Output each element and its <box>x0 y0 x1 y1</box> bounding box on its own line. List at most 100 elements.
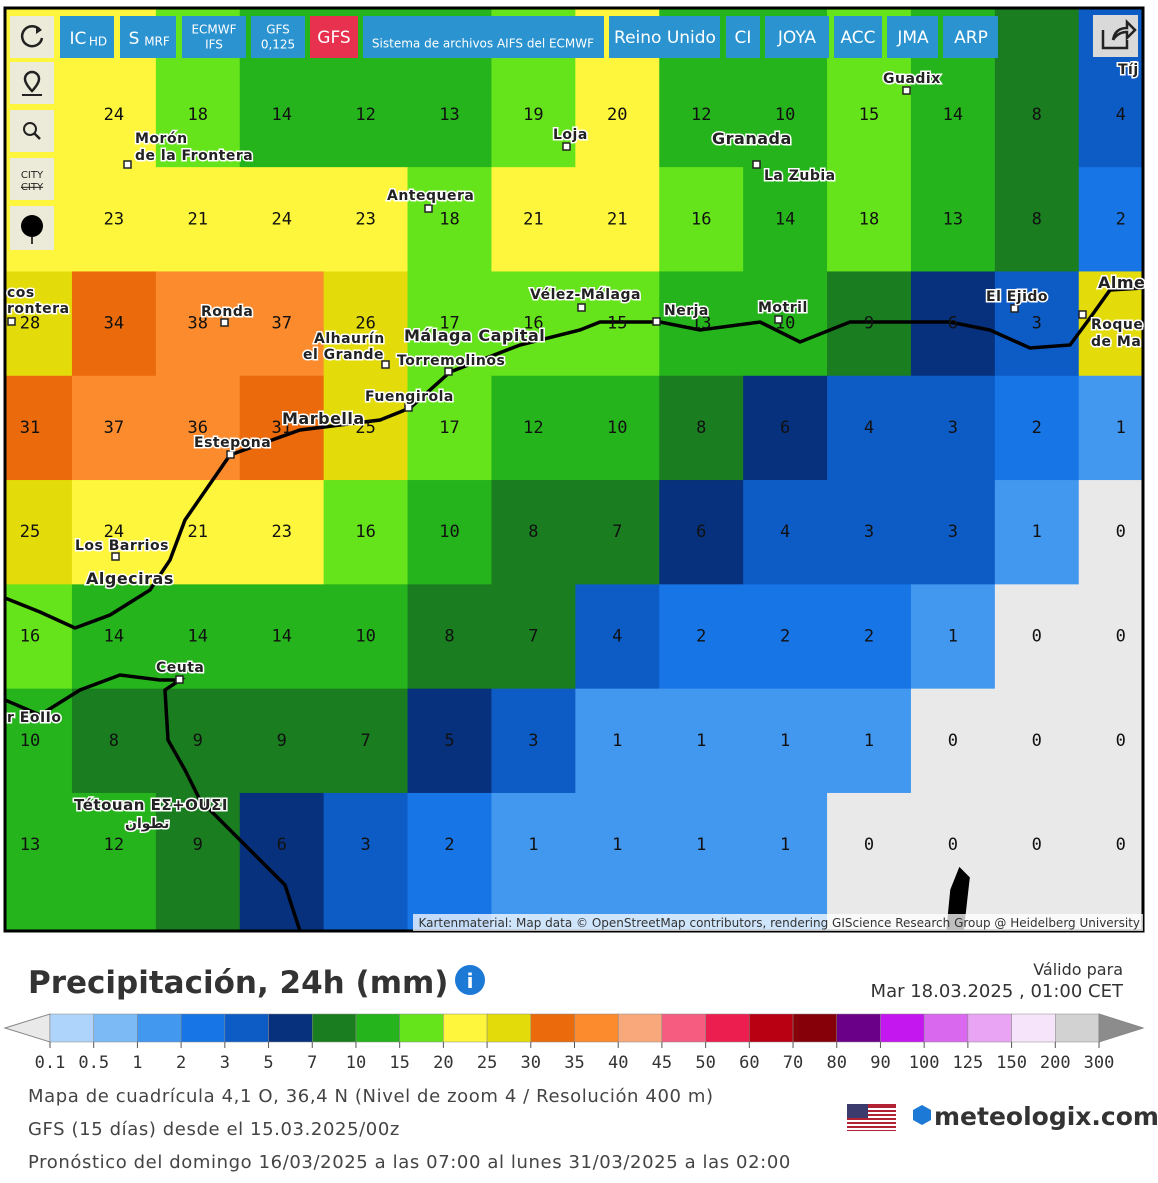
model-button[interactable] <box>120 16 176 58</box>
legend-label: 30 <box>521 1053 541 1073</box>
button-label: ECMWF <box>191 23 236 37</box>
model-button[interactable] <box>943 16 998 58</box>
city-label: CITY <box>21 170 44 181</box>
button-sub: 0,125 <box>261 38 295 52</box>
city-toggle[interactable] <box>10 158 54 200</box>
attribution: Kartenmaterial: Map data © OpenStreetMap… <box>418 916 1140 930</box>
grid-cell <box>659 480 744 585</box>
grid-cell <box>994 584 1080 690</box>
place-label: rontera <box>7 301 70 317</box>
place-label: Loja <box>553 127 588 143</box>
grid-cell <box>323 480 409 585</box>
legend-label: 7 <box>307 1053 317 1073</box>
grid-value: 0 <box>948 835 958 855</box>
grid-value: 8 <box>528 522 538 542</box>
map-grid <box>5 8 1143 931</box>
grid-cell <box>1078 480 1143 585</box>
grid-value: 23 <box>355 209 375 229</box>
grid-value: 14 <box>104 627 124 647</box>
grid-value: 1 <box>780 835 790 855</box>
info-button[interactable] <box>455 965 485 995</box>
grid-value: 1 <box>696 731 706 751</box>
grid-value: 3 <box>948 522 958 542</box>
grid-value: 21 <box>188 209 208 229</box>
grid-value: 10 <box>20 731 40 751</box>
model-button[interactable] <box>834 16 882 58</box>
legend-above <box>1098 1013 1145 1043</box>
valid-label: Válido para <box>1033 960 1123 979</box>
legend-swatch <box>312 1013 357 1043</box>
grid-cell <box>5 792 73 931</box>
grid-cell <box>743 480 828 585</box>
legend-swatch <box>180 1013 226 1043</box>
grid-value: 19 <box>523 105 543 125</box>
model-button[interactable] <box>251 16 305 58</box>
legend-label: 3 <box>220 1053 230 1073</box>
grid-cell <box>491 792 576 931</box>
grid-cell <box>407 688 492 794</box>
grid-value: 0 <box>1116 627 1126 647</box>
grid-value: 15 <box>607 314 627 334</box>
grid-cell <box>994 167 1080 272</box>
grid-cell <box>407 271 492 377</box>
legend-label: 20 <box>433 1053 453 1073</box>
legend-label: 25 <box>477 1053 497 1073</box>
grid-cell <box>491 480 576 585</box>
grid-cell <box>994 271 1080 377</box>
place-labels: Tíj Guadix Morón de la Frontera Loja Gra… <box>6 61 1147 834</box>
place-label: Alhaurín <box>314 331 385 347</box>
grid-value: 1 <box>1032 522 1042 542</box>
legend-label: 100 <box>909 1053 940 1073</box>
model-button[interactable] <box>887 16 938 58</box>
grid-cell <box>491 375 576 481</box>
zoom-button[interactable] <box>10 110 54 152</box>
grid-value: 1 <box>780 731 790 751</box>
model-button[interactable] <box>182 16 246 58</box>
legend-label: 2 <box>176 1053 186 1073</box>
legend-swatch <box>661 1013 706 1043</box>
grid-cell <box>659 167 744 272</box>
grid-value: 36 <box>188 418 208 438</box>
grid-cell <box>491 584 576 690</box>
grid-value: 16 <box>355 522 375 542</box>
grid-value: 6 <box>696 522 706 542</box>
legend-below <box>3 1013 51 1043</box>
grid-value: 0 <box>1116 835 1126 855</box>
legend-swatch <box>137 1013 182 1043</box>
place-label: de Ma <box>1091 334 1141 350</box>
grid-value: 8 <box>696 418 706 438</box>
grid-cell <box>1078 688 1143 794</box>
model-button[interactable] <box>609 16 720 58</box>
model-button[interactable] <box>726 16 760 58</box>
grid-value: 0 <box>1032 835 1042 855</box>
grid-cell <box>743 584 828 690</box>
button-sub: HD <box>89 35 107 49</box>
button-label: IC <box>70 29 87 49</box>
grid-cell <box>1078 167 1143 272</box>
model-button-active[interactable] <box>310 16 358 58</box>
grid-value: 3 <box>528 731 538 751</box>
grid-cell <box>71 271 157 377</box>
grid-value: 17 <box>439 418 459 438</box>
grid-value: 13 <box>943 209 963 229</box>
button-label: GFS <box>317 28 350 48</box>
grid-value: 3 <box>948 418 958 438</box>
grid-value: 16 <box>20 627 40 647</box>
grid-cell <box>323 271 409 377</box>
button-label: Reino Unido <box>614 28 716 48</box>
grid-cell <box>743 375 828 481</box>
model-button[interactable] <box>363 16 604 58</box>
place-label: cos <box>7 285 35 301</box>
model-button[interactable] <box>765 16 829 58</box>
grid-value: 8 <box>1032 209 1042 229</box>
grid-cell <box>407 792 492 931</box>
grid-cell <box>5 375 73 481</box>
locate-button[interactable] <box>10 62 54 104</box>
grid-value: 37 <box>271 314 291 334</box>
model-button[interactable] <box>60 16 114 58</box>
legend-label: 80 <box>827 1053 847 1073</box>
refresh-button[interactable] <box>10 16 54 58</box>
grid-cell <box>71 375 157 481</box>
place-label: Algeciras <box>86 569 174 588</box>
grid-cell <box>994 8 1080 168</box>
